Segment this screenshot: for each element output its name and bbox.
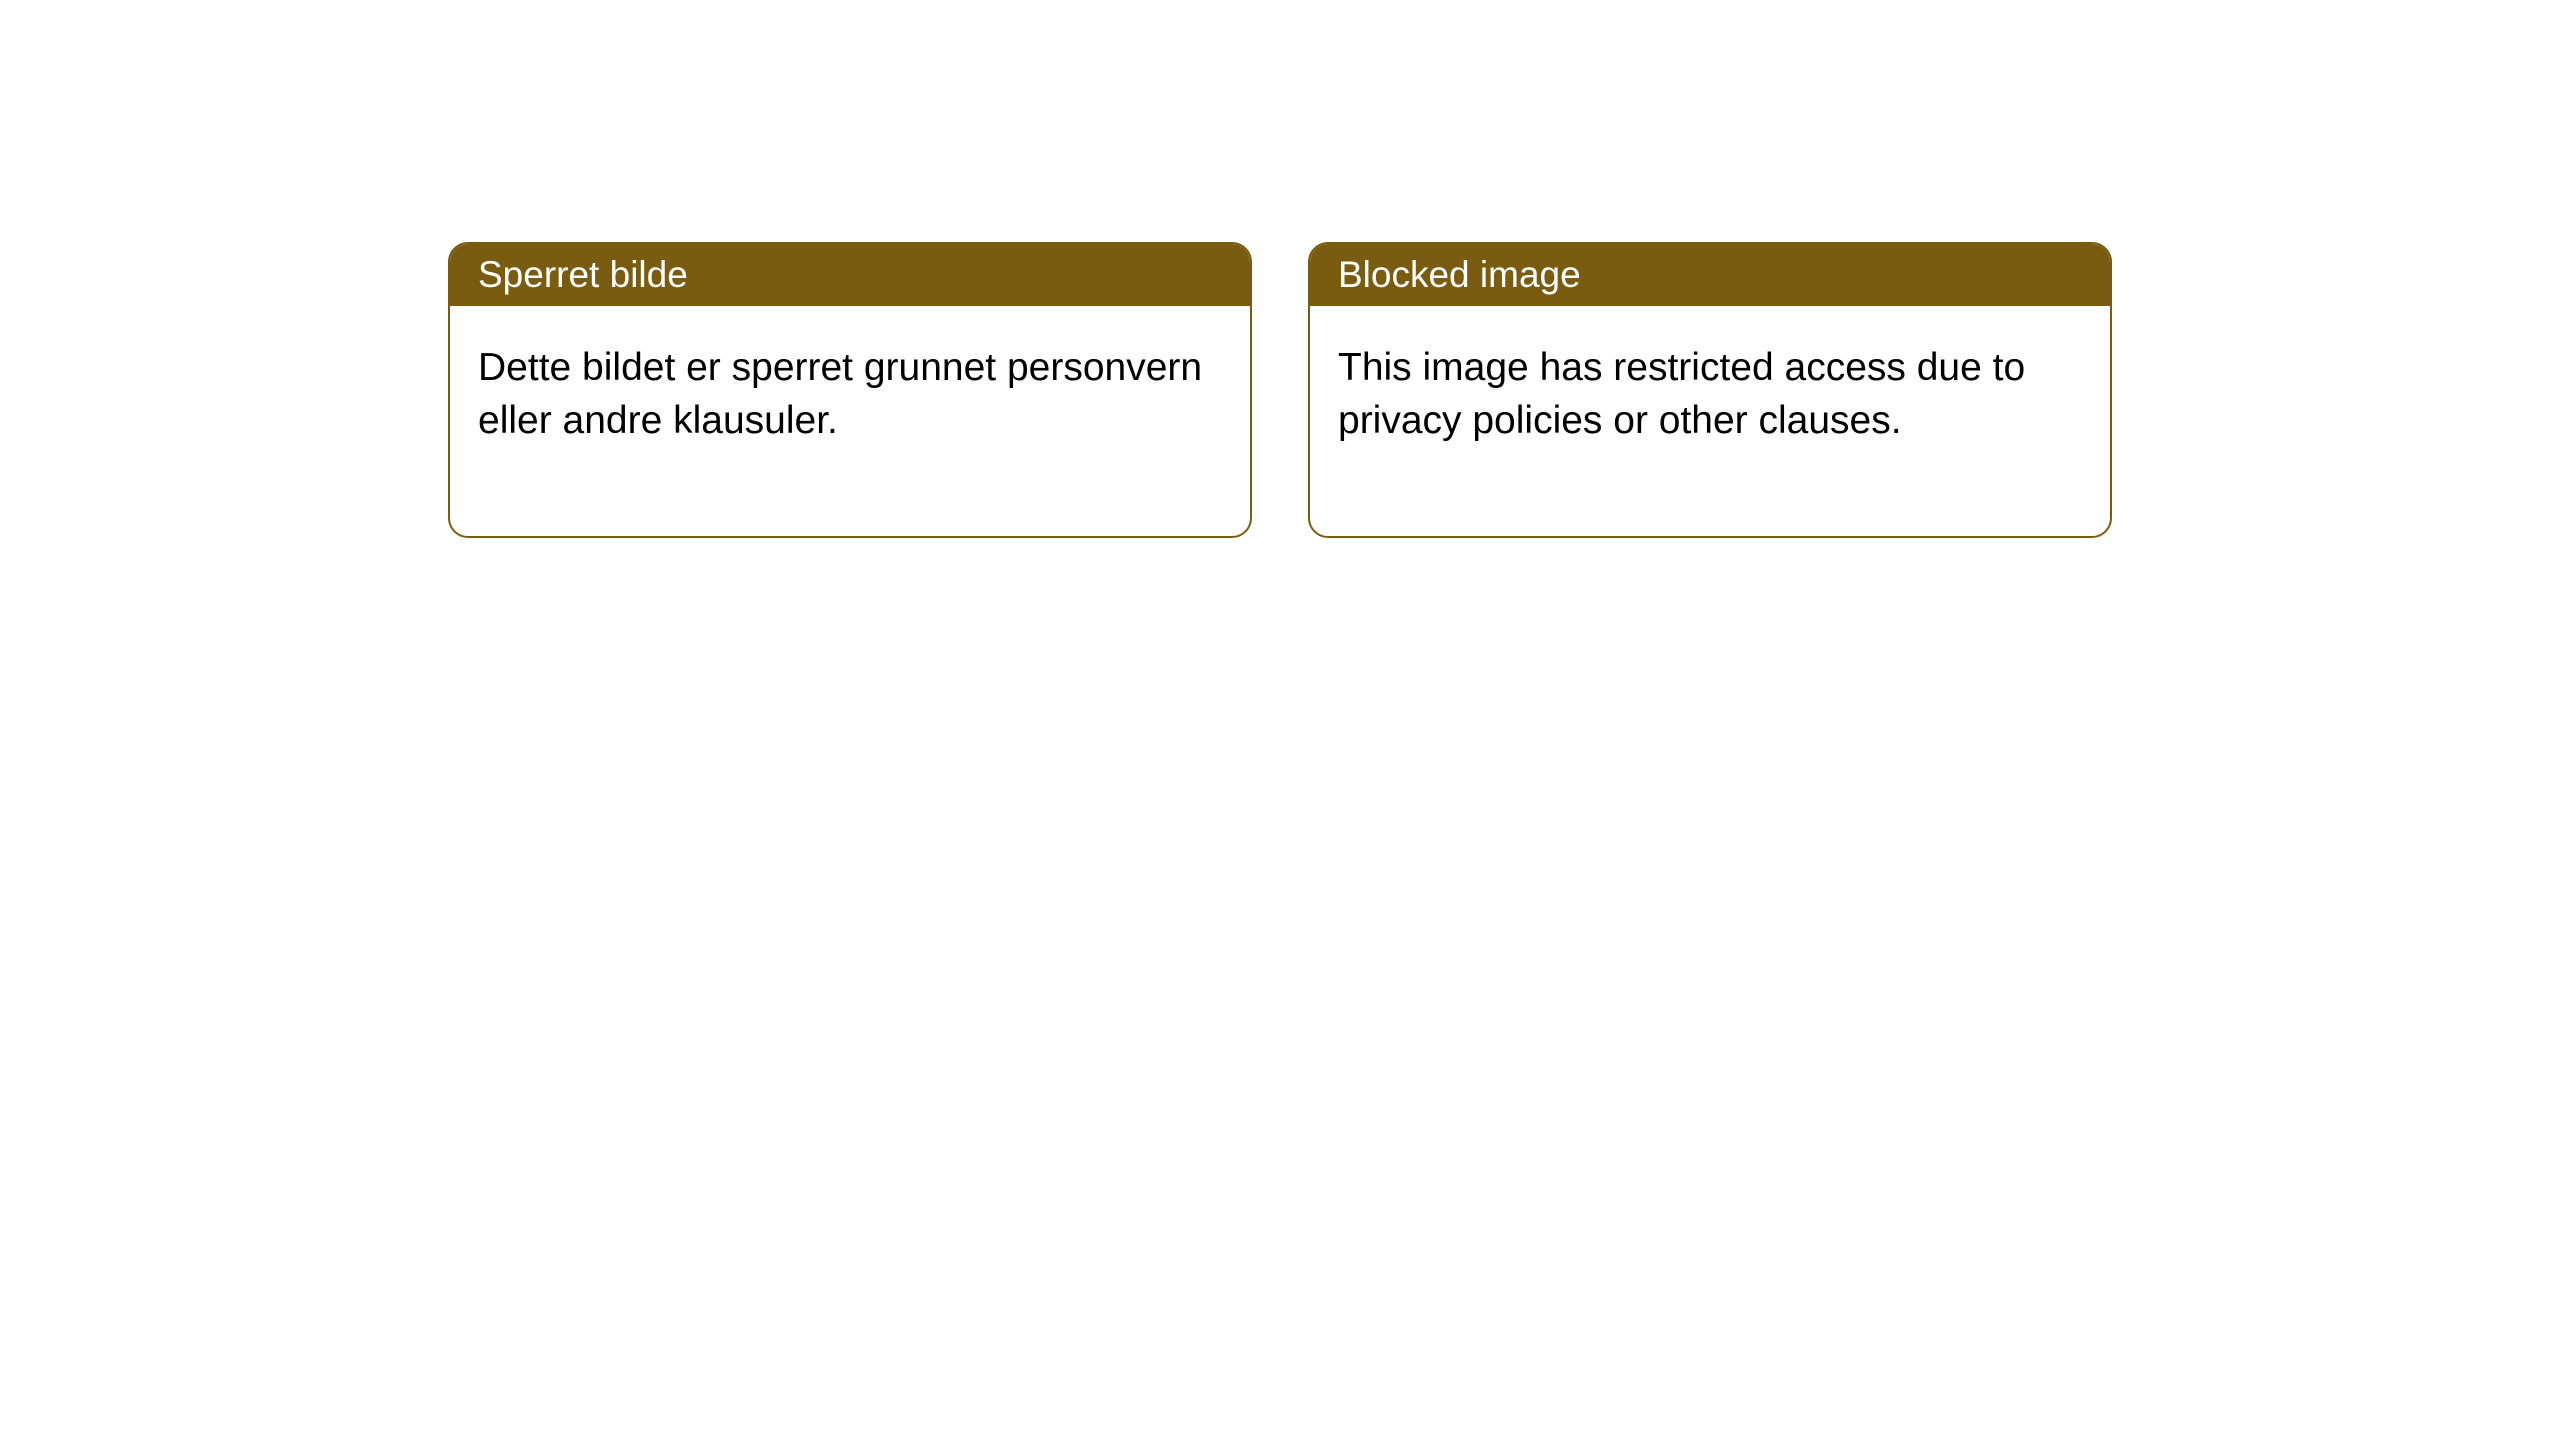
notice-container: Sperret bilde Dette bildet er sperret gr… <box>448 242 2112 538</box>
notice-body: Dette bildet er sperret grunnet personve… <box>450 306 1250 536</box>
notice-title: Blocked image <box>1338 254 1581 295</box>
notice-text: Dette bildet er sperret grunnet personve… <box>478 346 1202 442</box>
notice-header: Sperret bilde <box>450 244 1250 306</box>
notice-card-english: Blocked image This image has restricted … <box>1308 242 2112 538</box>
notice-body: This image has restricted access due to … <box>1310 306 2110 536</box>
notice-header: Blocked image <box>1310 244 2110 306</box>
notice-card-norwegian: Sperret bilde Dette bildet er sperret gr… <box>448 242 1252 538</box>
notice-text: This image has restricted access due to … <box>1338 346 2025 442</box>
notice-title: Sperret bilde <box>478 254 688 295</box>
